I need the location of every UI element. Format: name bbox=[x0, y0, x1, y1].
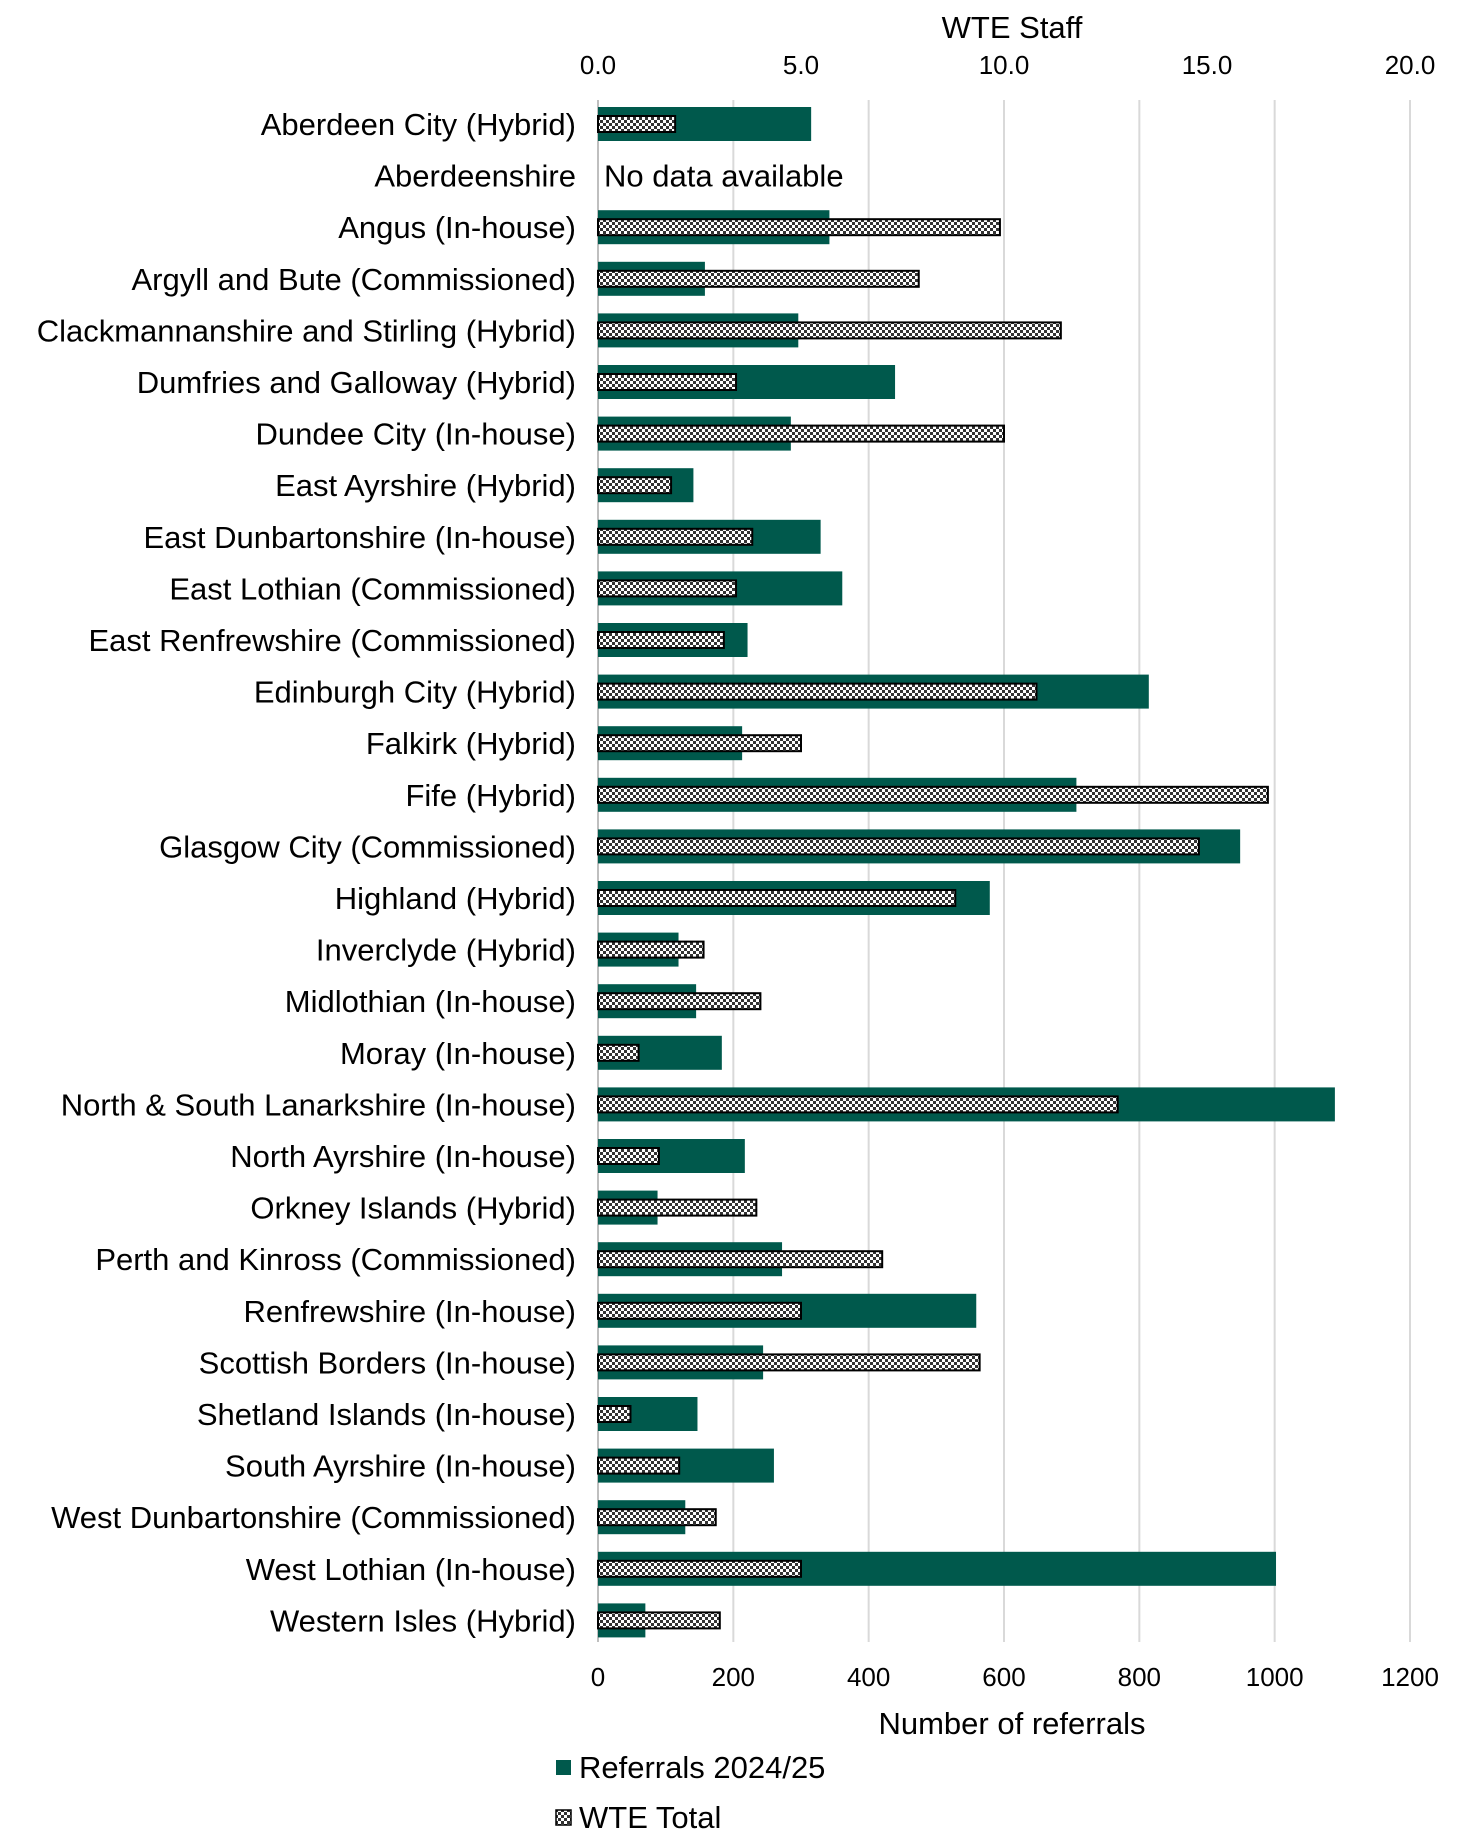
wte-bar bbox=[597, 1611, 721, 1630]
legend: Referrals 2024/25 WTE Total bbox=[555, 1750, 825, 1835]
top-tick-label: 20.0 bbox=[1385, 50, 1436, 80]
bottom-tick-label: 0 bbox=[591, 1662, 605, 1692]
category-label: North & South Lanarkshire (In-house) bbox=[61, 1087, 576, 1122]
wte-bar bbox=[597, 1043, 640, 1062]
top-axis-title: WTE Staff bbox=[942, 10, 1083, 45]
wte-bar bbox=[597, 579, 738, 598]
wte-bar bbox=[597, 424, 1005, 443]
wte-bar bbox=[597, 785, 1269, 804]
wte-bar bbox=[597, 1456, 681, 1475]
top-tick-label: 15.0 bbox=[1182, 50, 1233, 80]
category-label: Argyll and Bute (Commissioned) bbox=[131, 262, 576, 297]
wte-bar bbox=[597, 1095, 1119, 1114]
category-label: Glasgow City (Commissioned) bbox=[159, 829, 576, 864]
category-label: Moray (In-house) bbox=[340, 1036, 576, 1071]
wte-bar bbox=[597, 1559, 802, 1578]
wte-bar bbox=[597, 837, 1200, 856]
category-label: Angus (In-house) bbox=[338, 210, 576, 245]
category-label: East Dunbartonshire (In-house) bbox=[143, 520, 576, 555]
category-label: Dumfries and Galloway (Hybrid) bbox=[137, 365, 576, 400]
category-label: Fife (Hybrid) bbox=[405, 778, 576, 813]
wte-bar bbox=[597, 476, 673, 495]
category-label: Aberdeen City (Hybrid) bbox=[261, 107, 576, 142]
wte-bar bbox=[597, 527, 754, 546]
category-label: Inverclyde (Hybrid) bbox=[316, 933, 576, 968]
wte-bar bbox=[597, 1353, 981, 1372]
category-label: West Dunbartonshire (Commissioned) bbox=[51, 1500, 576, 1535]
bottom-tick-label: 1000 bbox=[1246, 1662, 1304, 1692]
bottom-tick-label: 1200 bbox=[1381, 1662, 1439, 1692]
bars bbox=[597, 107, 1335, 1638]
top-tick-label: 0.0 bbox=[580, 50, 616, 80]
wte-bar bbox=[597, 115, 677, 133]
category-label: Midlothian (In-house) bbox=[285, 984, 576, 1019]
wte-bar bbox=[597, 734, 802, 753]
wte-bar bbox=[597, 992, 762, 1011]
bottom-tick-label: 200 bbox=[712, 1662, 755, 1692]
category-label: West Lothian (In-house) bbox=[246, 1552, 576, 1587]
no-data-label: No data available bbox=[604, 159, 844, 194]
wte-bar bbox=[597, 1250, 884, 1269]
bottom-axis-title: Number of referrals bbox=[878, 1706, 1145, 1741]
wte-bar bbox=[597, 940, 705, 959]
wte-bar bbox=[597, 269, 920, 288]
legend-swatch-wte bbox=[555, 1809, 572, 1826]
category-label: Renfrewshire (In-house) bbox=[243, 1294, 576, 1329]
legend-swatch-referrals bbox=[556, 1760, 571, 1775]
wte-bar bbox=[597, 1405, 632, 1423]
category-label: Perth and Kinross (Commissioned) bbox=[95, 1242, 576, 1277]
category-labels: Aberdeen City (Hybrid) Aberdeenshire No da… bbox=[37, 107, 844, 1638]
wte-bar bbox=[597, 682, 1038, 701]
tick-labels: 0 200 400 600 800 1000 1200 0.0 5.0 10.0 15.0 20.0 bbox=[580, 50, 1439, 1692]
wte-bar bbox=[597, 1301, 802, 1320]
wte-bar bbox=[597, 218, 1001, 237]
category-label: Orkney Islands (Hybrid) bbox=[250, 1191, 576, 1226]
category-label: Dundee City (In-house) bbox=[256, 417, 577, 452]
category-label: East Ayrshire (Hybrid) bbox=[275, 468, 576, 503]
wte-bar bbox=[597, 889, 957, 907]
category-label: Edinburgh City (Hybrid) bbox=[254, 675, 576, 710]
wte-bar bbox=[597, 1508, 717, 1527]
category-label: Highland (Hybrid) bbox=[335, 881, 576, 916]
top-tick-label: 5.0 bbox=[783, 50, 819, 80]
category-label: South Ayrshire (In-house) bbox=[225, 1449, 576, 1484]
legend-label-referrals: Referrals 2024/25 bbox=[579, 1750, 825, 1785]
category-label: East Renfrewshire (Commissioned) bbox=[88, 623, 576, 658]
category-label: Shetland Islands (In-house) bbox=[197, 1397, 576, 1432]
bottom-tick-label: 800 bbox=[1118, 1662, 1161, 1692]
category-label: Scottish Borders (In-house) bbox=[199, 1345, 576, 1380]
category-label: Falkirk (Hybrid) bbox=[366, 726, 576, 761]
top-tick-label: 10.0 bbox=[979, 50, 1030, 80]
bottom-tick-label: 400 bbox=[847, 1662, 890, 1692]
legend-label-wte: WTE Total bbox=[579, 1800, 721, 1835]
category-label: North Ayrshire (In-house) bbox=[230, 1139, 576, 1174]
category-label: Western Isles (Hybrid) bbox=[270, 1603, 576, 1638]
wte-bar bbox=[597, 1147, 660, 1165]
wte-bar bbox=[597, 373, 738, 391]
legend-item-referrals: Referrals 2024/25 bbox=[556, 1750, 825, 1785]
legend-item-wte: WTE Total bbox=[555, 1800, 721, 1835]
bottom-tick-label: 600 bbox=[982, 1662, 1025, 1692]
gridlines bbox=[597, 100, 1411, 1642]
wte-bar bbox=[597, 631, 725, 649]
category-label: Aberdeenshire bbox=[374, 159, 576, 194]
wte-bar bbox=[597, 321, 1062, 340]
wte-bar bbox=[597, 1198, 758, 1217]
category-label: Clackmannanshire and Stirling (Hybrid) bbox=[37, 313, 576, 348]
category-label: East Lothian (Commissioned) bbox=[169, 571, 576, 606]
